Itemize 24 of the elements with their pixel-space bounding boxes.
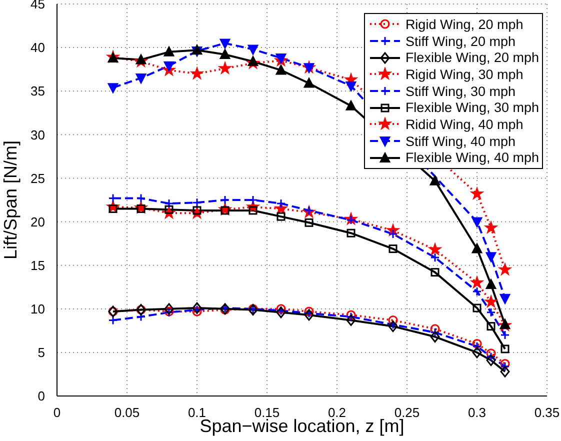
x-tick-label: 0.3 bbox=[468, 405, 486, 420]
y-tick-label: 25 bbox=[30, 170, 45, 186]
legend-label: Rigid Wing, 20 mph bbox=[405, 16, 524, 32]
legend-label: Rigid Wing, 30 mph bbox=[405, 66, 524, 82]
y-tick-label: 35 bbox=[30, 84, 45, 99]
x-tick-label: 0.05 bbox=[114, 405, 140, 420]
legend-label: Flexible Wing, 40 mph bbox=[405, 150, 539, 166]
x-tick-label: 0.35 bbox=[534, 405, 560, 420]
y-tick-label: 15 bbox=[30, 258, 45, 273]
y-tick-label: 30 bbox=[30, 127, 45, 142]
legend-label: Stiff Wing, 20 mph bbox=[405, 34, 516, 49]
y-tick-label: 40 bbox=[30, 40, 45, 56]
legend-label: Flexible Wing, 20 mph bbox=[405, 50, 539, 66]
y-tick-label: 20 bbox=[30, 214, 45, 230]
y-tick-label: 45 bbox=[30, 0, 45, 12]
legend-label: Stiff Wing, 40 mph bbox=[405, 134, 516, 149]
legend-label: Ridid Wing, 40 mph bbox=[405, 116, 524, 132]
legend-label: Flexible Wing, 30 mph bbox=[405, 100, 539, 116]
x-tick-label: 0 bbox=[53, 405, 61, 420]
y-axis-title: Lift/Span [N/m] bbox=[0, 140, 20, 260]
y-tick-label: 5 bbox=[38, 345, 45, 360]
y-tick-label: 10 bbox=[30, 302, 45, 317]
legend-label: Stiff Wing, 30 mph bbox=[405, 84, 516, 99]
y-tick-label: 0 bbox=[38, 388, 45, 404]
